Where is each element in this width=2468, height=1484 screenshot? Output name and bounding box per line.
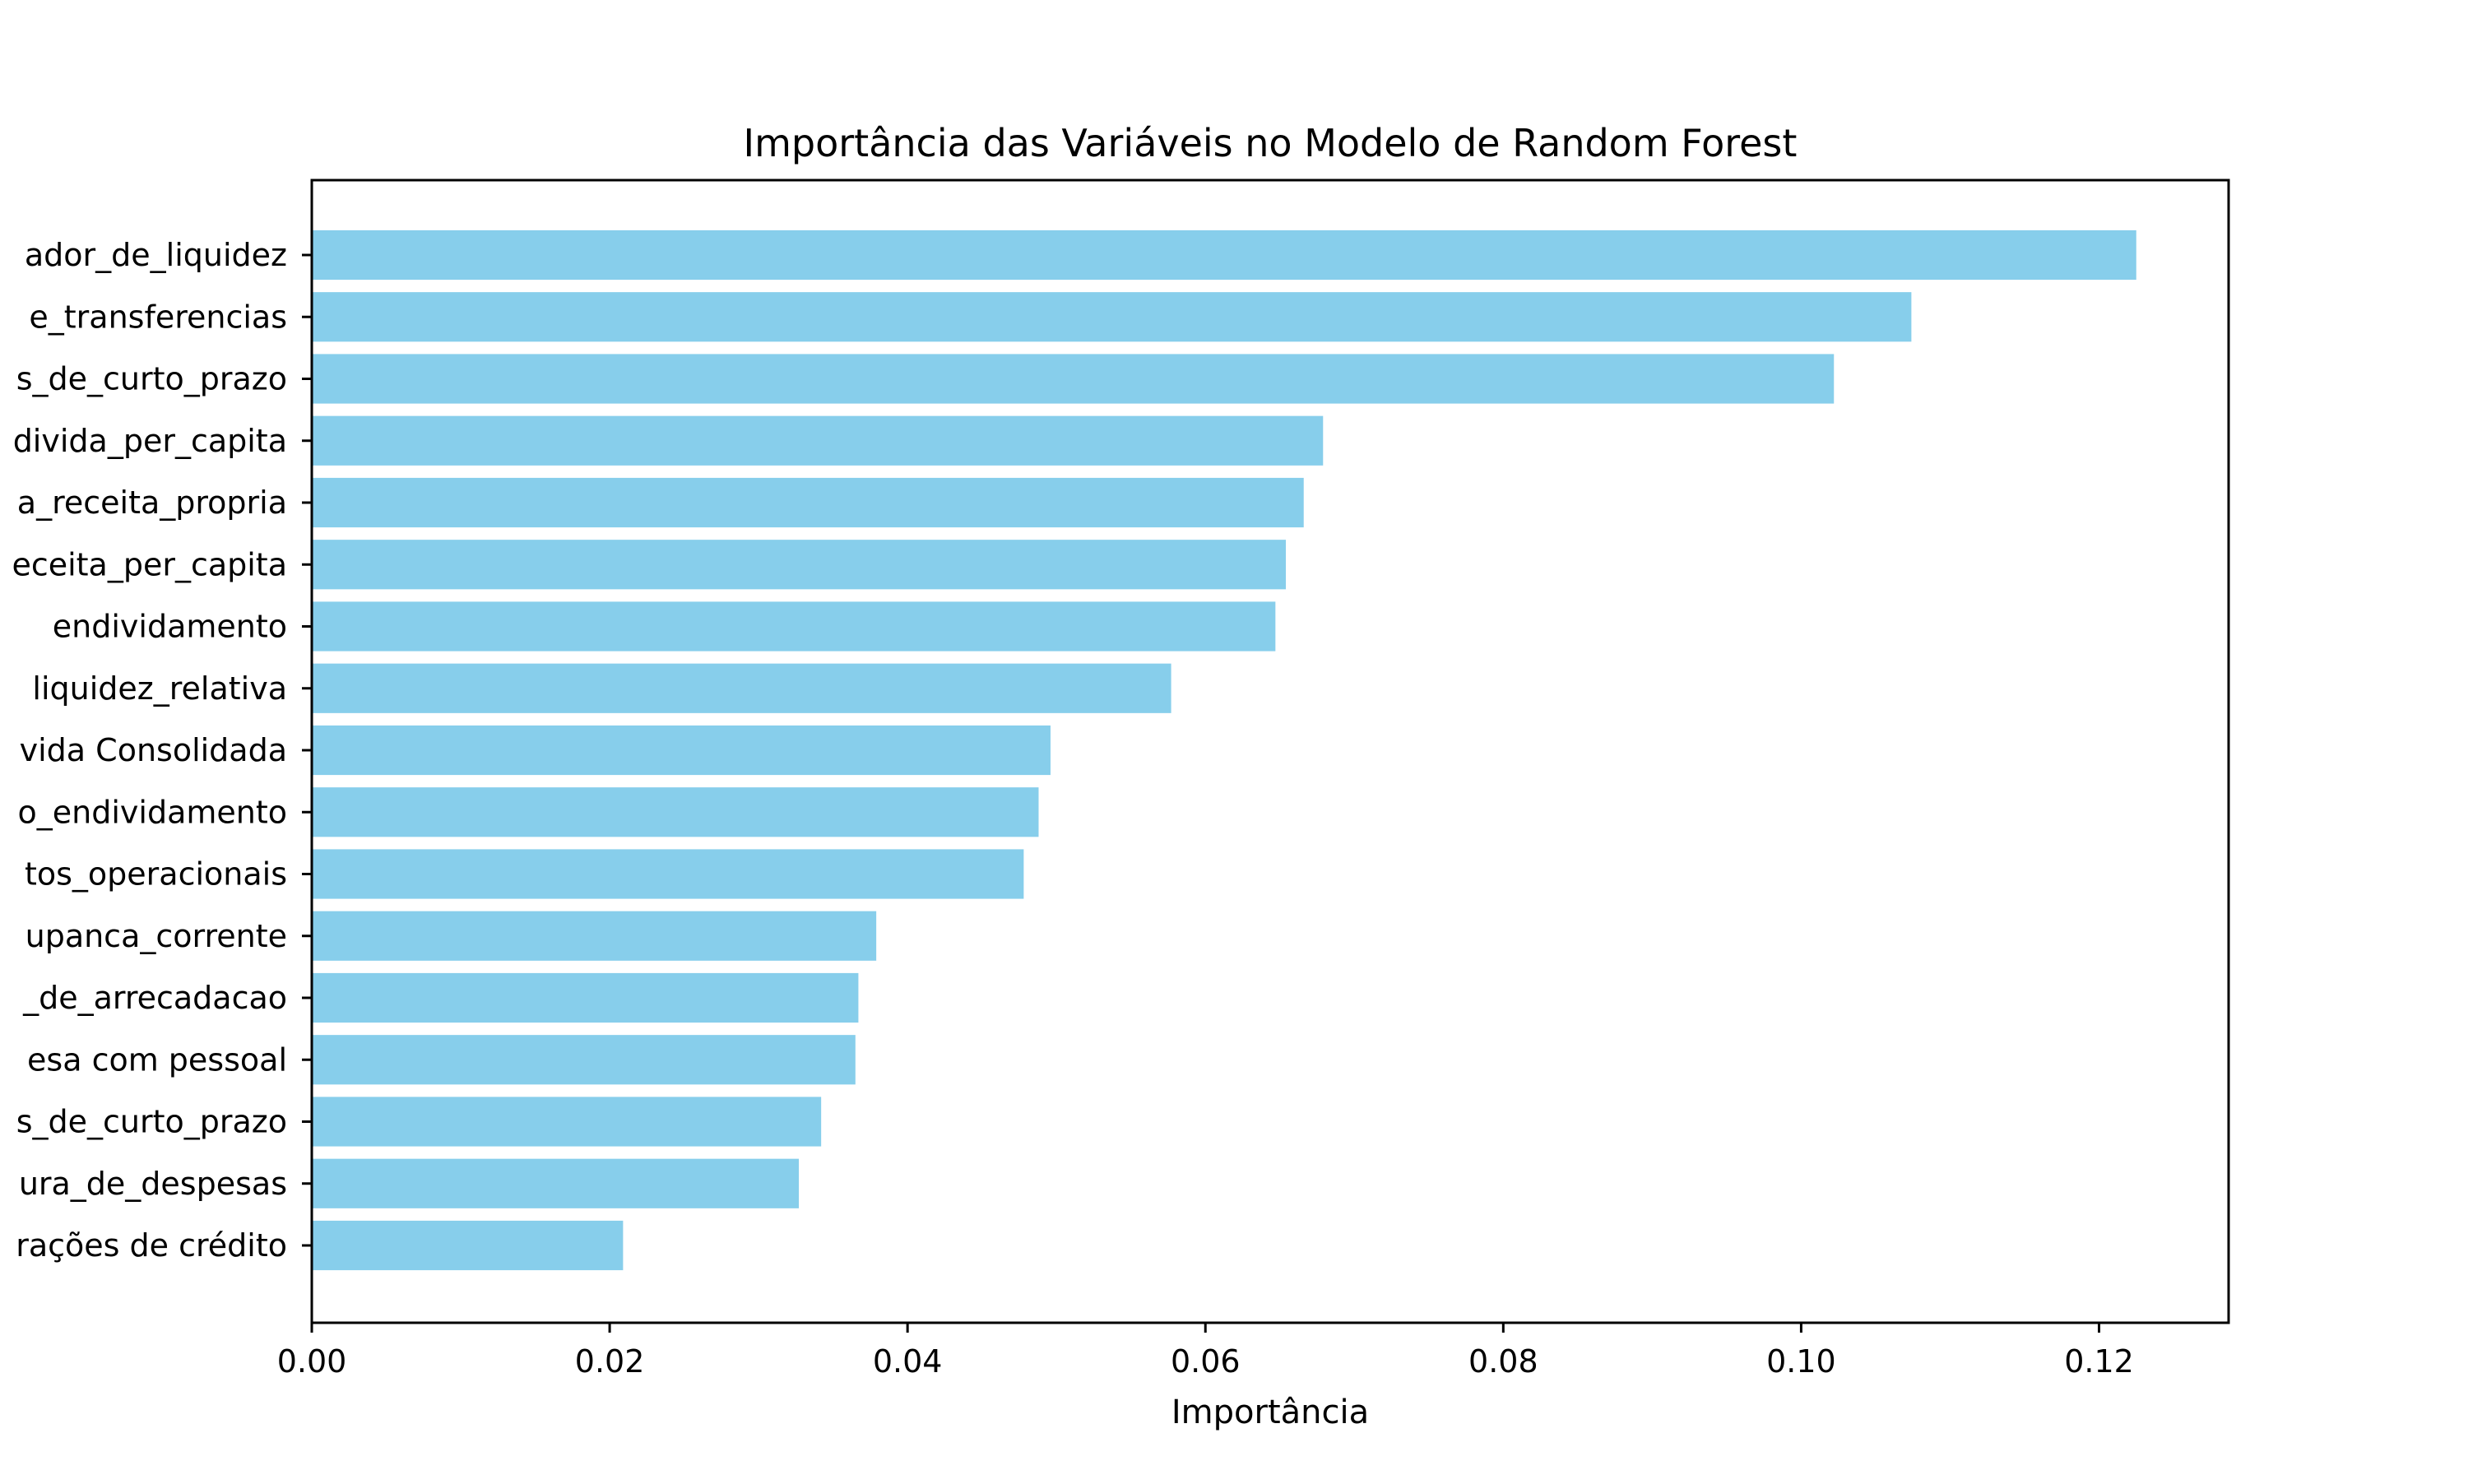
x-tick-label: 0.12 — [2064, 1343, 2134, 1380]
y-tick-label: _de_arrecadacao — [22, 980, 287, 1016]
bar — [312, 601, 1276, 652]
bar — [312, 725, 1051, 776]
y-tick-label: o_endividamento — [18, 794, 287, 830]
y-tick-label: e_transferencias — [29, 299, 287, 335]
x-tick-label: 0.00 — [277, 1343, 347, 1380]
y-tick-label: tos_operacionais — [25, 856, 287, 893]
y-tick-label: endividamento — [53, 609, 287, 645]
bar — [312, 1158, 800, 1208]
x-tick-label: 0.06 — [1171, 1343, 1241, 1380]
y-tick-label: a_receita_propria — [17, 485, 287, 521]
bar — [312, 911, 877, 961]
y-tick-label: eceita_per_capita — [12, 546, 287, 582]
bars-layer — [312, 230, 2136, 1271]
bar — [312, 1035, 856, 1085]
y-tick-label: ura_de_despesas — [19, 1166, 287, 1202]
y-tick-label: vida Consolidada — [20, 732, 287, 768]
x-tick-label: 0.02 — [575, 1343, 645, 1380]
bar — [312, 415, 1324, 466]
bar — [312, 292, 1912, 342]
x-axis-label: Importância — [1171, 1394, 1369, 1431]
y-tick-label: liquidez_relativa — [32, 670, 287, 707]
bar — [312, 1220, 624, 1271]
x-tick-label: 0.08 — [1468, 1343, 1538, 1380]
bar — [312, 663, 1171, 713]
x-axis-ticks: 0.00 0.02 0.04 0.06 0.08 0.10 0.12 — [277, 1323, 2134, 1380]
y-tick-labels: ador_de_liquidez e_transferencias s_de_cur… — [12, 237, 312, 1264]
bar — [312, 1097, 822, 1147]
y-tick-label: upanca_corrente — [26, 918, 287, 954]
bar — [312, 972, 859, 1023]
y-tick-label: ador_de_liquidez — [25, 237, 287, 273]
bar — [312, 354, 1835, 404]
plot-frame — [310, 179, 2230, 1324]
bar — [312, 849, 1024, 899]
bar — [312, 477, 1304, 528]
y-tick-label: esa com pessoal — [27, 1041, 287, 1078]
bar — [312, 540, 1287, 590]
y-tick-label: s_de_curto_prazo — [16, 361, 287, 397]
bar — [312, 230, 2136, 281]
x-tick-label: 0.04 — [873, 1343, 943, 1380]
bar — [312, 787, 1039, 837]
chart-title: Importância das Variáveis no Modelo de R… — [744, 121, 1798, 165]
y-tick-label: divida_per_capita — [13, 423, 287, 459]
x-tick-label: 0.10 — [1766, 1343, 1836, 1380]
y-tick-label: rações de crédito — [16, 1227, 287, 1264]
y-tick-label: s_de_curto_prazo — [16, 1104, 287, 1140]
